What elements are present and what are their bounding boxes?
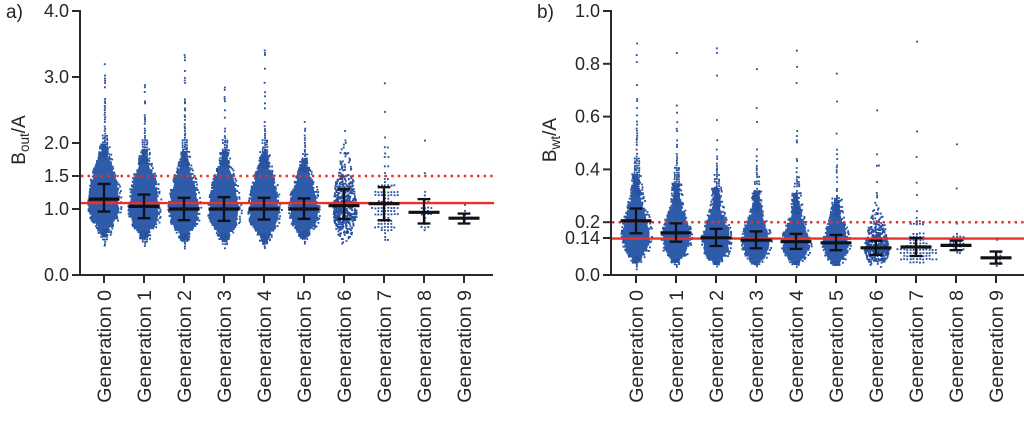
svg-text:Generation 4: Generation 4 — [254, 290, 276, 403]
svg-text:Generation 9: Generation 9 — [454, 290, 476, 403]
svg-text:0.0: 0.0 — [44, 265, 69, 285]
svg-text:Generation 5: Generation 5 — [826, 290, 848, 403]
svg-text:0.14: 0.14 — [565, 228, 600, 248]
svg-text:Generation 4: Generation 4 — [786, 290, 808, 403]
svg-text:Generation 7: Generation 7 — [374, 290, 396, 403]
svg-text:Generation 2: Generation 2 — [174, 290, 196, 403]
svg-text:a): a) — [6, 2, 23, 23]
svg-text:Generation 1: Generation 1 — [666, 290, 688, 403]
svg-text:Generation 6: Generation 6 — [334, 290, 356, 403]
svg-text:1.5: 1.5 — [44, 166, 69, 186]
svg-text:0.6: 0.6 — [575, 107, 600, 127]
svg-text:Generation 0: Generation 0 — [626, 290, 648, 403]
svg-text:1.0: 1.0 — [44, 199, 69, 219]
svg-text:Generation 3: Generation 3 — [746, 290, 768, 403]
svg-text:Generation 1: Generation 1 — [134, 290, 156, 403]
svg-text:3.0: 3.0 — [44, 67, 69, 87]
svg-text:1.0: 1.0 — [575, 1, 600, 21]
svg-text:0.0: 0.0 — [575, 265, 600, 285]
svg-text:0.8: 0.8 — [575, 54, 600, 74]
svg-text:4.0: 4.0 — [44, 1, 69, 21]
svg-text:Generation 5: Generation 5 — [294, 290, 316, 403]
svg-text:Generation 3: Generation 3 — [214, 290, 236, 403]
svg-text:2.0: 2.0 — [44, 133, 69, 153]
svg-text:Generation 6: Generation 6 — [866, 290, 888, 403]
svg-text:Generation 7: Generation 7 — [906, 290, 928, 403]
svg-text:Bout/A: Bout/A — [9, 115, 32, 165]
svg-text:b): b) — [537, 2, 554, 23]
svg-text:0.4: 0.4 — [575, 159, 600, 179]
svg-text:Bwt/A: Bwt/A — [540, 118, 563, 162]
svg-text:Generation 8: Generation 8 — [946, 290, 968, 403]
svg-text:Generation 9: Generation 9 — [986, 290, 1008, 403]
svg-text:0.2: 0.2 — [575, 212, 600, 232]
svg-text:Generation 2: Generation 2 — [706, 290, 728, 403]
svg-text:Generation 0: Generation 0 — [94, 290, 116, 403]
svg-text:Generation 8: Generation 8 — [414, 290, 436, 403]
